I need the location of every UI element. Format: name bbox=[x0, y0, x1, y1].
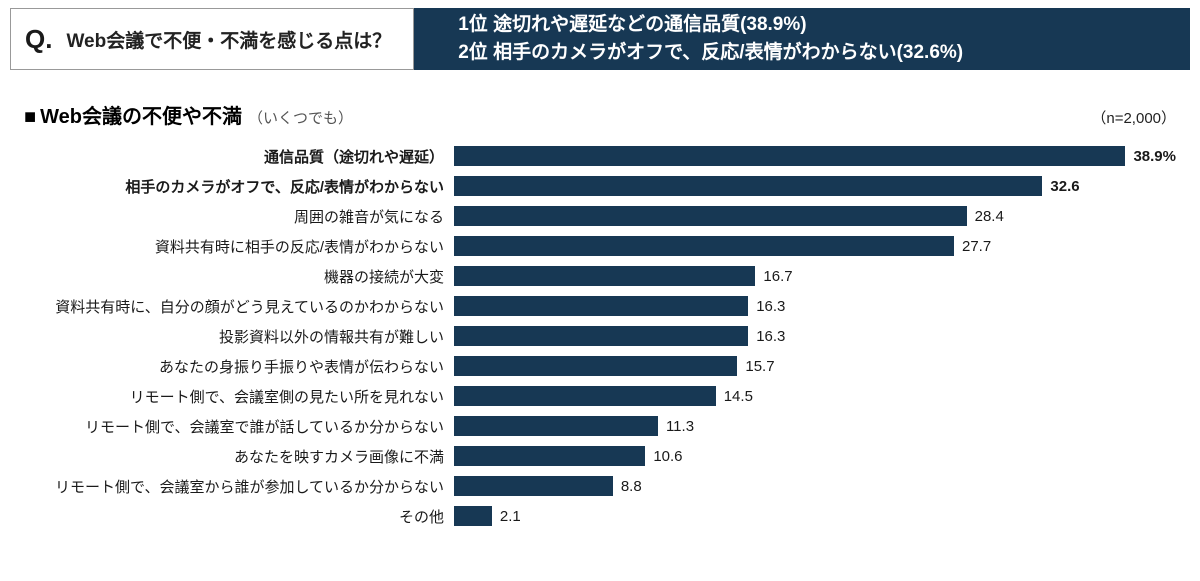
chart-row: リモート側で、会議室から誰が参加しているか分からない 8.8 bbox=[24, 471, 1176, 501]
bar bbox=[454, 446, 645, 466]
bar-label: 機器の接続が大変 bbox=[24, 266, 454, 287]
bar bbox=[454, 146, 1125, 166]
bar-area: 27.7 bbox=[454, 231, 1176, 261]
bar-label: リモート側で、会議室側の見たい所を見れない bbox=[24, 386, 454, 407]
bar bbox=[454, 386, 716, 406]
bar bbox=[454, 176, 1042, 196]
bar-label: リモート側で、会議室から誰が参加しているか分からない bbox=[24, 476, 454, 497]
bar-area: 16.7 bbox=[454, 261, 1176, 291]
rank-2-text: 2位 相手のカメラがオフで、反応/表情がわからない(32.6%) bbox=[458, 39, 1172, 68]
bar-value: 8.8 bbox=[613, 478, 642, 495]
bar bbox=[454, 266, 755, 286]
bar-value: 14.5 bbox=[716, 388, 753, 405]
bar-value: 15.7 bbox=[737, 358, 774, 375]
subtitle-note: （いくつでも） bbox=[248, 107, 353, 128]
ranking-box: 1位 途切れや遅延などの通信品質(38.9%) 2位 相手のカメラがオフで、反応… bbox=[414, 8, 1190, 70]
bar bbox=[454, 326, 748, 346]
bar-label: 周囲の雑音が気になる bbox=[24, 206, 454, 227]
chart-row: その他 2.1 bbox=[24, 501, 1176, 531]
bar-value: 16.3 bbox=[748, 298, 785, 315]
bar bbox=[454, 296, 748, 316]
chart-row: 資料共有時に、自分の顔がどう見えているのかわからない 16.3 bbox=[24, 291, 1176, 321]
bar-area: 32.6 bbox=[454, 171, 1176, 201]
bar-value: 32.6 bbox=[1042, 178, 1079, 195]
bar-area: 16.3 bbox=[454, 321, 1176, 351]
bar-area: 2.1 bbox=[454, 501, 1176, 531]
chart-row: 通信品質（途切れや遅延） 38.9% bbox=[24, 141, 1176, 171]
bullet-icon: ■ bbox=[24, 106, 36, 129]
chart-row: 資料共有時に相手の反応/表情がわからない 27.7 bbox=[24, 231, 1176, 261]
chart-row: 周囲の雑音が気になる 28.4 bbox=[24, 201, 1176, 231]
bar-area: 15.7 bbox=[454, 351, 1176, 381]
question-letter: Q. bbox=[25, 24, 52, 55]
subtitle-left: ■ Web会議の不便や不満 （いくつでも） bbox=[24, 100, 353, 129]
bar-value: 10.6 bbox=[645, 448, 682, 465]
bar bbox=[454, 506, 492, 526]
chart-row: リモート側で、会議室で誰が話しているか分からない 11.3 bbox=[24, 411, 1176, 441]
chart-row: 相手のカメラがオフで、反応/表情がわからない 32.6 bbox=[24, 171, 1176, 201]
bar-label: 投影資料以外の情報共有が難しい bbox=[24, 326, 454, 347]
subtitle-main: Web会議の不便や不満 bbox=[40, 100, 242, 129]
chart-row: 投影資料以外の情報共有が難しい 16.3 bbox=[24, 321, 1176, 351]
bar bbox=[454, 236, 954, 256]
sample-size: （n=2,000） bbox=[1091, 107, 1176, 128]
bar-area: 38.9% bbox=[454, 141, 1176, 171]
rank-1-text: 1位 途切れや遅延などの通信品質(38.9%) bbox=[458, 11, 1172, 40]
bar-chart: 通信品質（途切れや遅延） 38.9% 相手のカメラがオフで、反応/表情がわからない 3… bbox=[24, 141, 1176, 531]
bar bbox=[454, 356, 737, 376]
chart-row: あなたの身振り手振りや表情が伝わらない 15.7 bbox=[24, 351, 1176, 381]
question-text: Web会議で不便・不満を感じる点は？ bbox=[66, 26, 391, 53]
chart-row: あなたを映すカメラ画像に不満 10.6 bbox=[24, 441, 1176, 471]
subtitle-row: ■ Web会議の不便や不満 （いくつでも） （n=2,000） bbox=[24, 100, 1176, 129]
bar-area: 28.4 bbox=[454, 201, 1176, 231]
bar-value: 16.7 bbox=[755, 268, 792, 285]
bar-value: 27.7 bbox=[954, 238, 991, 255]
bar-label: リモート側で、会議室で誰が話しているか分からない bbox=[24, 416, 454, 437]
bar-label: 資料共有時に、自分の顔がどう見えているのかわからない bbox=[24, 296, 454, 317]
question-box: Q. Web会議で不便・不満を感じる点は？ bbox=[10, 8, 414, 70]
bar bbox=[454, 476, 613, 496]
bar-area: 10.6 bbox=[454, 441, 1176, 471]
chart-row: 機器の接続が大変 16.7 bbox=[24, 261, 1176, 291]
bar-label: 相手のカメラがオフで、反応/表情がわからない bbox=[24, 176, 454, 197]
bar bbox=[454, 416, 658, 436]
bar-value: 11.3 bbox=[658, 418, 694, 435]
header: Q. Web会議で不便・不満を感じる点は？ 1位 途切れや遅延などの通信品質(3… bbox=[10, 8, 1190, 70]
bar-label: その他 bbox=[24, 506, 454, 527]
bar-area: 8.8 bbox=[454, 471, 1176, 501]
bar-area: 11.3 bbox=[454, 411, 1176, 441]
bar-area: 14.5 bbox=[454, 381, 1176, 411]
bar-value: 38.9% bbox=[1125, 148, 1176, 165]
bar-label: あなたの身振り手振りや表情が伝わらない bbox=[24, 356, 454, 377]
bar-label: 資料共有時に相手の反応/表情がわからない bbox=[24, 236, 454, 257]
bar-value: 16.3 bbox=[748, 328, 785, 345]
bar-value: 2.1 bbox=[492, 508, 521, 525]
chart-row: リモート側で、会議室側の見たい所を見れない 14.5 bbox=[24, 381, 1176, 411]
bar bbox=[454, 206, 967, 226]
bar-area: 16.3 bbox=[454, 291, 1176, 321]
bar-value: 28.4 bbox=[967, 208, 1004, 225]
bar-label: あなたを映すカメラ画像に不満 bbox=[24, 446, 454, 467]
bar-label: 通信品質（途切れや遅延） bbox=[24, 146, 454, 167]
